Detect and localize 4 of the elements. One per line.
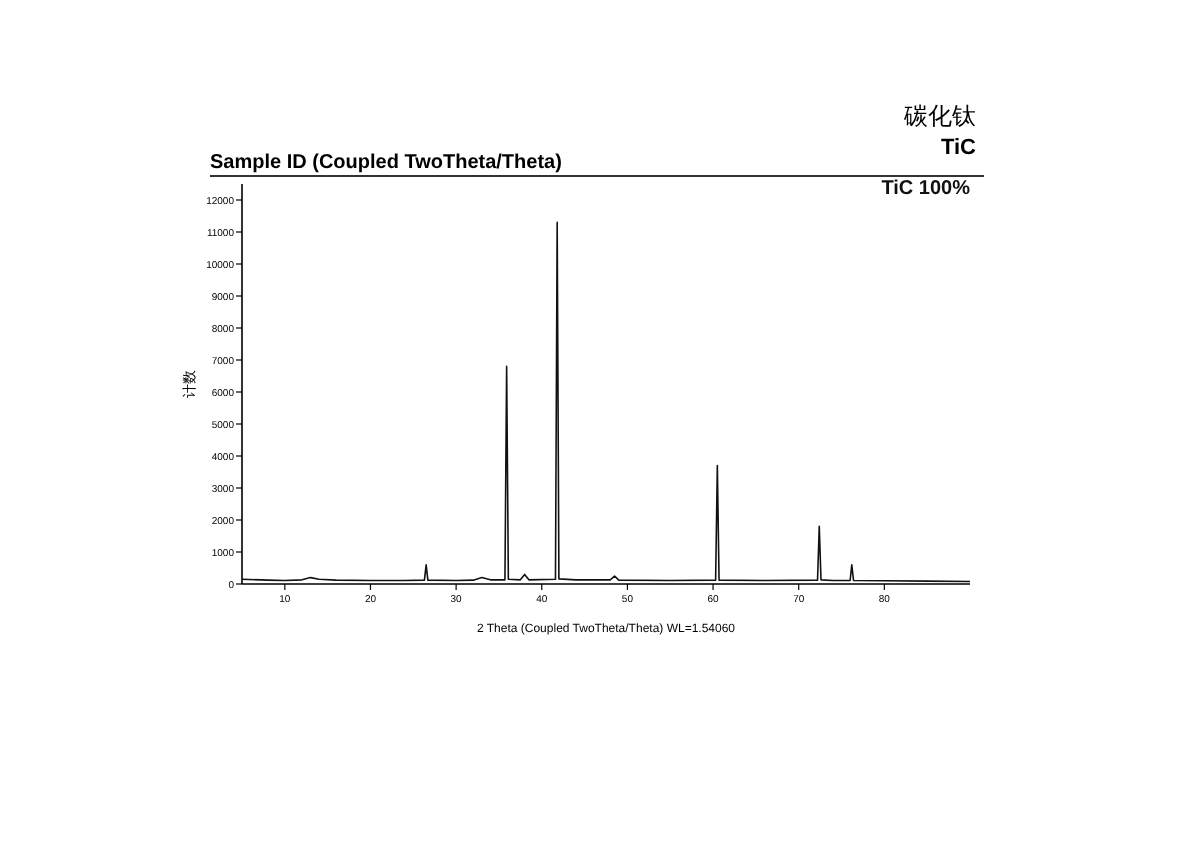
text: TiC: [940, 136, 977, 160]
chart-title: Sample ID (Coupled TwoTheta/Theta): [210, 152, 562, 174]
text: 碳化钛: [902, 102, 976, 130]
text: TiC 100%: [881, 178, 971, 200]
